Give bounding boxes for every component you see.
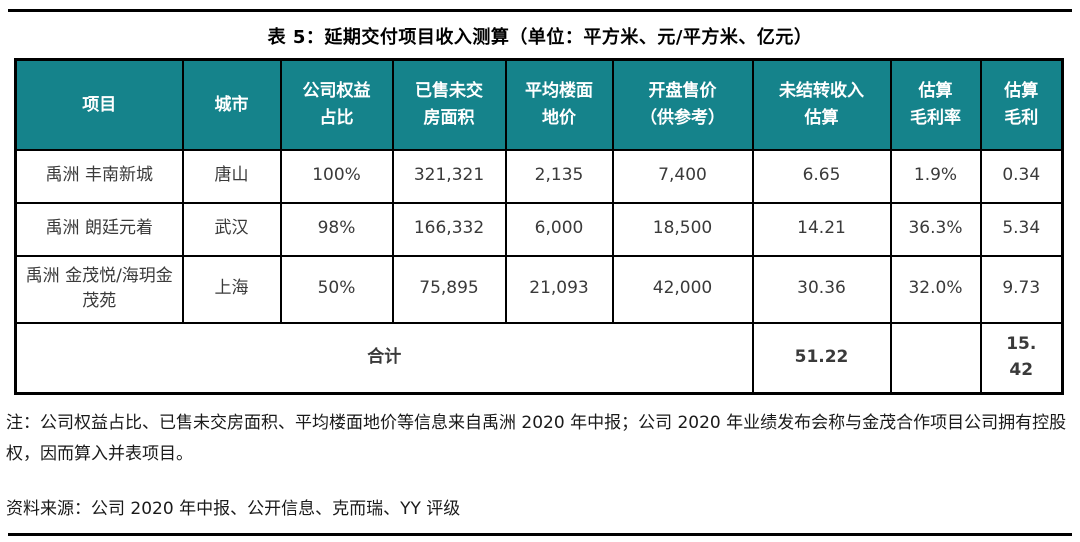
col-header-sold-undelivered-area: 已售未交 房面积 [391, 58, 507, 151]
cell-sold-undelivered-area: 166,332 [391, 201, 507, 257]
col-header-unrecognized-revenue: 未结转收入 估算 [751, 58, 892, 151]
col-header-avg-floor-land-price: 平均楼面 地价 [504, 58, 614, 151]
total-gross-profit-value: 15.42 [1006, 334, 1037, 380]
table-title: 表 5：延期交付项目收入测算（单位：平方米、元/平方米、亿元） [267, 27, 813, 48]
total-gross-profit: 15.42 [979, 321, 1064, 395]
cell-equity-ratio: 50% [279, 254, 394, 324]
cell-unrecognized-revenue: 6.65 [751, 148, 892, 204]
cell-opening-price: 7,400 [611, 148, 754, 204]
total-gross-margin [889, 321, 982, 395]
table-row: 禹洲 丰南新城 唐山 100% 321,321 2,135 7,400 6.65… [14, 148, 1064, 204]
cell-avg-floor-land-price: 6,000 [504, 201, 614, 257]
col-header-project: 项目 [14, 58, 184, 151]
footnote: 注：公司权益占比、已售未交房面积、平均楼面地价等信息来自禹洲 2020 年中报；… [6, 413, 1067, 465]
top-rule [8, 9, 1072, 12]
cell-city: 唐山 [181, 148, 282, 204]
col-header-equity-ratio: 公司权益 占比 [279, 58, 394, 151]
cell-equity-ratio: 100% [279, 148, 394, 204]
col-header-gross-margin: 估算 毛利率 [889, 58, 982, 151]
cell-sold-undelivered-area: 75,895 [391, 254, 507, 324]
cell-gross-profit: 0.34 [979, 148, 1064, 204]
cell-opening-price: 42,000 [611, 254, 754, 324]
report-page: 表 5：延期交付项目收入测算（单位：平方米、元/平方米、亿元） 项目 城市 公司… [0, 9, 1080, 542]
cell-project: 禹洲 金茂悦/海玥金茂苑 [14, 254, 184, 324]
data-source: 资料来源：公司 2020 年中报、公开信息、克而瑞、YY 评级 [6, 498, 461, 519]
cell-project: 禹洲 丰南新城 [14, 148, 184, 204]
cell-avg-floor-land-price: 2,135 [504, 148, 614, 204]
cell-gross-margin: 1.9% [889, 148, 982, 204]
cell-project: 禹洲 朗廷元着 [14, 201, 184, 257]
cell-city: 武汉 [181, 201, 282, 257]
cell-city: 上海 [181, 254, 282, 324]
col-header-opening-price: 开盘售价 （供参考） [611, 58, 754, 151]
cell-equity-ratio: 98% [279, 201, 394, 257]
table-row: 禹洲 金茂悦/海玥金茂苑 上海 50% 75,895 21,093 42,000… [14, 254, 1064, 324]
total-label: 合计 [14, 321, 754, 395]
total-unrecognized-revenue: 51.22 [751, 321, 892, 395]
deferred-delivery-revenue-table: 项目 城市 公司权益 占比 已售未交 房面积 平均楼面 地价 开盘售价 （供参考… [14, 58, 1064, 395]
table-row: 禹洲 朗廷元着 武汉 98% 166,332 6,000 18,500 14.2… [14, 201, 1064, 257]
bottom-rule [8, 532, 1072, 536]
cell-gross-margin: 36.3% [889, 201, 982, 257]
col-header-city: 城市 [181, 58, 282, 151]
cell-gross-profit: 5.34 [979, 201, 1064, 257]
cell-avg-floor-land-price: 21,093 [504, 254, 614, 324]
cell-unrecognized-revenue: 14.21 [751, 201, 892, 257]
total-row: 合计 51.22 15.42 [14, 321, 1064, 395]
cell-gross-margin: 32.0% [889, 254, 982, 324]
col-header-gross-profit: 估算 毛利 [979, 58, 1064, 151]
cell-unrecognized-revenue: 30.36 [751, 254, 892, 324]
cell-gross-profit: 9.73 [979, 254, 1064, 324]
cell-sold-undelivered-area: 321,321 [391, 148, 507, 204]
cell-opening-price: 18,500 [611, 201, 754, 257]
header-row: 项目 城市 公司权益 占比 已售未交 房面积 平均楼面 地价 开盘售价 （供参考… [14, 58, 1064, 151]
